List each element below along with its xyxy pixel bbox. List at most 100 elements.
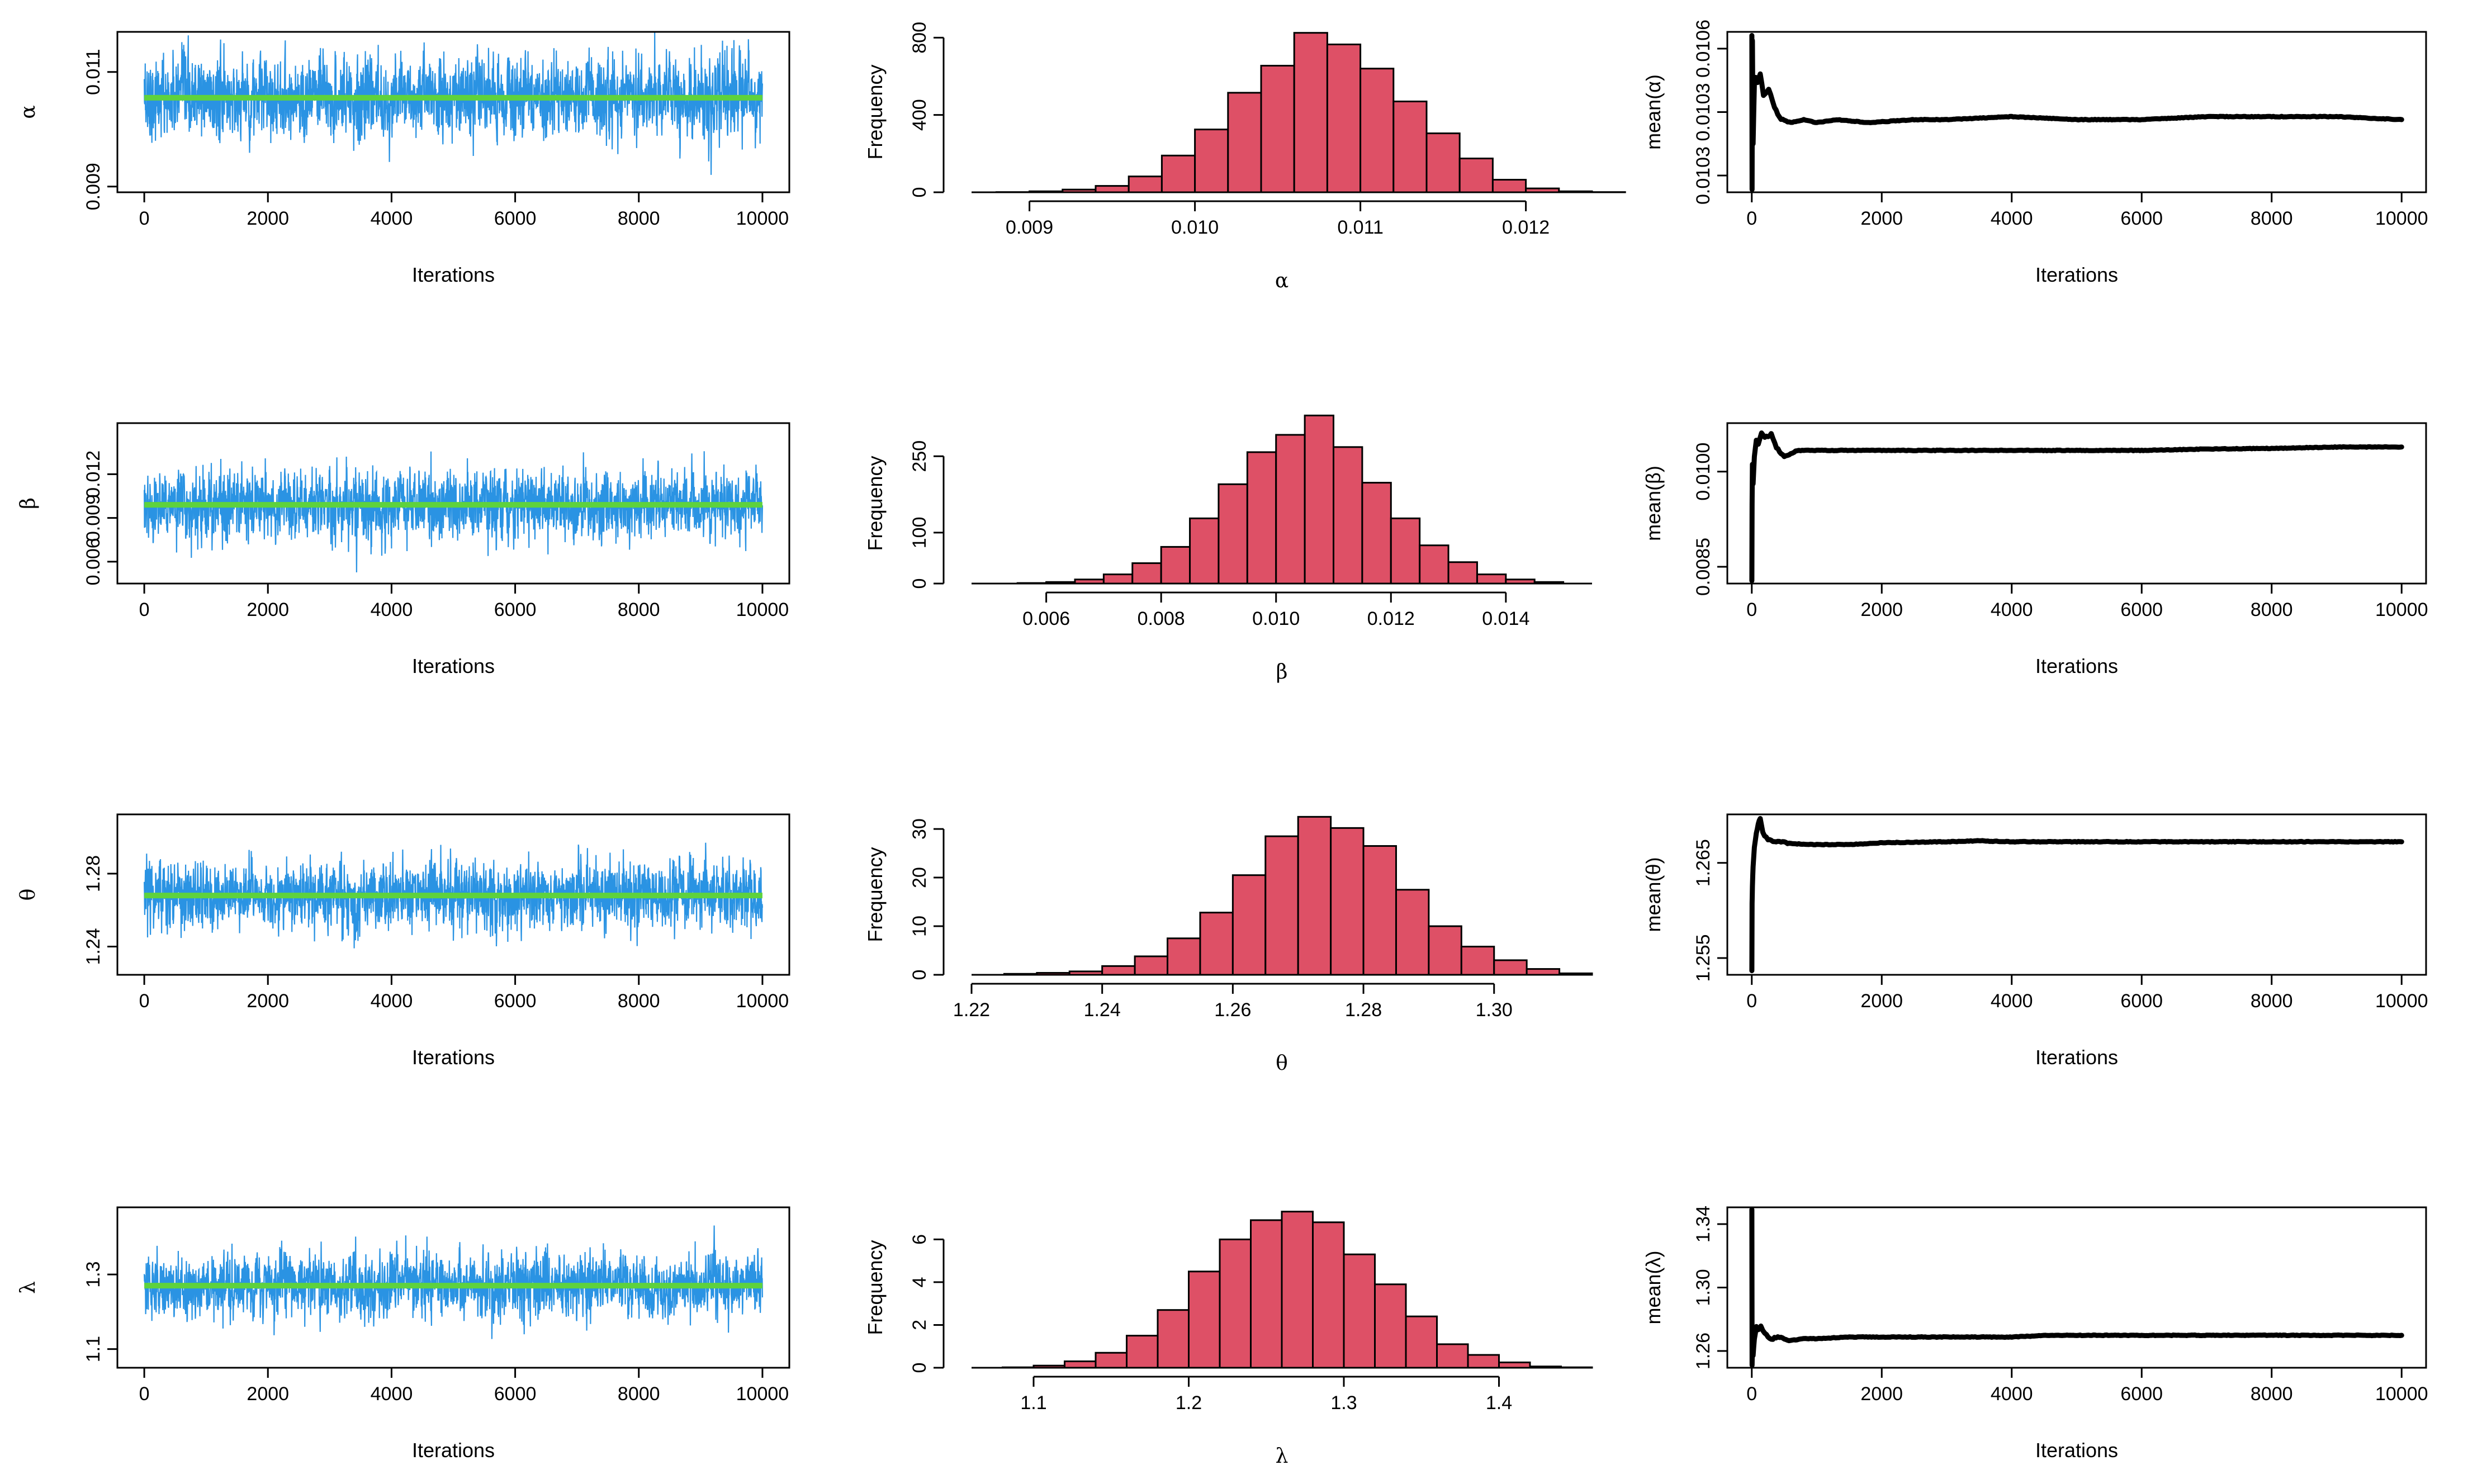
histogram-bar xyxy=(1297,816,1332,976)
x-tick-label: 4000 xyxy=(1991,599,2033,620)
x-axis: 1.22 1.24 1.26 1.28 1.30 xyxy=(953,983,1513,1021)
y-tick-label: 0.0085 xyxy=(1693,538,1714,596)
x-axis: 0.006 0.008 0.010 0.012 0.014 xyxy=(1022,591,1529,629)
y-tick-label: 1.34 xyxy=(1693,1206,1714,1243)
ergodic-mean-line xyxy=(1749,33,2404,192)
x-tick-label: 0 xyxy=(139,1383,150,1405)
y-tick-label: 1.28 xyxy=(83,855,104,892)
histogram-bar xyxy=(1101,965,1136,976)
x-axis: 0 2000 4000 6000 8000 10000 xyxy=(1746,1367,2428,1405)
y-axis-label: λ xyxy=(17,1281,40,1294)
x-tick-label: 0.006 xyxy=(1022,608,1070,629)
histogram-bar xyxy=(1095,1352,1128,1369)
histogram-bar xyxy=(1128,176,1163,193)
x-tick-label: 10000 xyxy=(2375,599,2428,620)
y-tick-label: 1.24 xyxy=(83,928,104,965)
trace-panel: 0 2000 4000 6000 8000 10000 0.009 0.011 α Iterati… xyxy=(17,31,790,286)
x-tick-label: 4000 xyxy=(1991,208,2033,229)
x-tick-label: 6000 xyxy=(2120,1383,2163,1405)
x-tick-label: 0.012 xyxy=(1502,217,1550,238)
parameter-row: 0 2000 4000 6000 8000 100000.0090.011αIterati… xyxy=(17,20,2428,292)
x-tick-label: 2000 xyxy=(1860,990,1903,1012)
y-tick-label: 20 xyxy=(909,867,930,888)
x-tick-label: 2000 xyxy=(1860,208,1903,229)
parameter-row: 0 2000 4000 6000 8000 100001.241.28θIteration… xyxy=(17,813,2428,1075)
histogram-bar xyxy=(1476,573,1507,585)
x-axis: 1.1 1.2 1.3 1.4 xyxy=(1020,1376,1512,1414)
histogram-bar xyxy=(1264,835,1299,976)
y-tick-label: 0.006 xyxy=(83,538,104,585)
y-axis-label: β xyxy=(17,497,40,509)
y-tick-label: 0.0100 xyxy=(1693,443,1714,501)
histogram-bar xyxy=(1428,925,1462,976)
histogram-bar xyxy=(1330,827,1365,976)
x-tick-label: 0.014 xyxy=(1482,608,1529,629)
histogram-bar xyxy=(1362,845,1397,976)
histogram-bar xyxy=(1526,968,1561,976)
histogram-bar xyxy=(1231,874,1267,976)
x-axis: 0.009 0.010 0.011 0.012 xyxy=(1006,200,1550,238)
y-tick-label: 250 xyxy=(909,440,930,472)
histogram-bar xyxy=(1160,154,1196,193)
x-axis-label: β xyxy=(1276,661,1288,684)
histogram-bar xyxy=(1460,946,1495,976)
trace-series-line xyxy=(144,1225,763,1339)
y-axis: 0 2 4 6 xyxy=(909,1234,945,1373)
histogram-panel: 0.009 0.010 0.011 0.012 0 400 800 Frequency α xyxy=(864,22,1626,292)
ergodic-mean-panel: 0 2000 4000 6000 8000 10000 1.255 1.265 mean(θ) I… xyxy=(1642,813,2428,1069)
y-axis-label: mean(λ) xyxy=(1642,1250,1665,1324)
x-axis-label: α xyxy=(1275,269,1289,292)
x-tick-label: 0.008 xyxy=(1138,608,1185,629)
x-tick-label: 0 xyxy=(139,990,150,1012)
histogram-bar xyxy=(1189,517,1220,585)
histogram-bar xyxy=(1218,483,1248,585)
x-axis: 0 2000 4000 6000 8000 10000 xyxy=(139,974,789,1012)
x-tick-label: 2000 xyxy=(247,208,289,229)
x-tick-label: 0.010 xyxy=(1171,217,1219,238)
x-tick-label: 8000 xyxy=(2251,208,2293,229)
x-tick-label: 0 xyxy=(1746,990,1757,1012)
x-tick-label: 10000 xyxy=(736,990,789,1012)
histogram-bar xyxy=(1491,179,1527,193)
histogram-bar xyxy=(1405,1315,1438,1369)
histogram-bar xyxy=(1281,1211,1314,1369)
y-tick-label: 0 xyxy=(909,187,930,198)
y-axis: 0 400 800 xyxy=(909,22,945,198)
y-axis-label: mean(α) xyxy=(1642,74,1665,150)
histogram-bar xyxy=(1160,546,1191,585)
histogram-panel: 0.006 0.008 0.010 0.012 0.014 0 100 250 Frequenc… xyxy=(864,414,1592,684)
histogram-bar xyxy=(1467,1354,1500,1369)
x-axis-label: Iterations xyxy=(2035,1439,2118,1462)
histogram-bar xyxy=(1260,65,1295,193)
histogram-bar xyxy=(1458,157,1494,193)
y-axis: 0 100 250 xyxy=(909,440,945,589)
x-tick-label: 1.22 xyxy=(953,999,990,1021)
x-axis: 0 2000 4000 6000 8000 10000 xyxy=(1746,191,2428,229)
y-tick-label: 0.011 xyxy=(83,49,104,95)
x-axis-label: Iterations xyxy=(412,1046,495,1069)
y-tick-label: 400 xyxy=(909,99,930,131)
trace-panel: 0 2000 4000 6000 8000 10000 1.24 1.28 θ Iteration… xyxy=(17,813,790,1069)
y-tick-label: 0.0103 xyxy=(1693,146,1714,205)
ergodic-mean-line xyxy=(1749,430,2404,584)
y-tick-label: 0.0103 xyxy=(1693,83,1714,141)
histogram-bar xyxy=(1395,889,1430,976)
y-tick-label: 10 xyxy=(909,916,930,937)
y-axis-label: mean(θ) xyxy=(1642,857,1665,932)
y-tick-label: 2 xyxy=(909,1320,930,1330)
histogram-bar xyxy=(1219,1238,1252,1369)
histogram-bar xyxy=(1199,912,1234,976)
ergodic-mean-line xyxy=(1749,1207,2404,1368)
plot-frame xyxy=(1726,813,2427,976)
x-tick-label: 2000 xyxy=(247,990,289,1012)
x-tick-label: 1.24 xyxy=(1084,999,1121,1021)
x-tick-label: 1.3 xyxy=(1330,1392,1357,1414)
ergodic-mean-panel: 0 2000 4000 6000 8000 10000 1.26 1.30 1.34 mean(λ… xyxy=(1642,1206,2428,1462)
x-tick-label: 6000 xyxy=(494,599,537,620)
x-tick-label: 2000 xyxy=(247,1383,289,1405)
histogram-bar xyxy=(1326,43,1362,193)
trace-panel: 0 2000 4000 6000 8000 10000 1.1 1.3 λ Iterations xyxy=(17,1206,790,1462)
x-tick-label: 10000 xyxy=(2375,208,2428,229)
ergodic-mean-line xyxy=(1749,816,2404,974)
